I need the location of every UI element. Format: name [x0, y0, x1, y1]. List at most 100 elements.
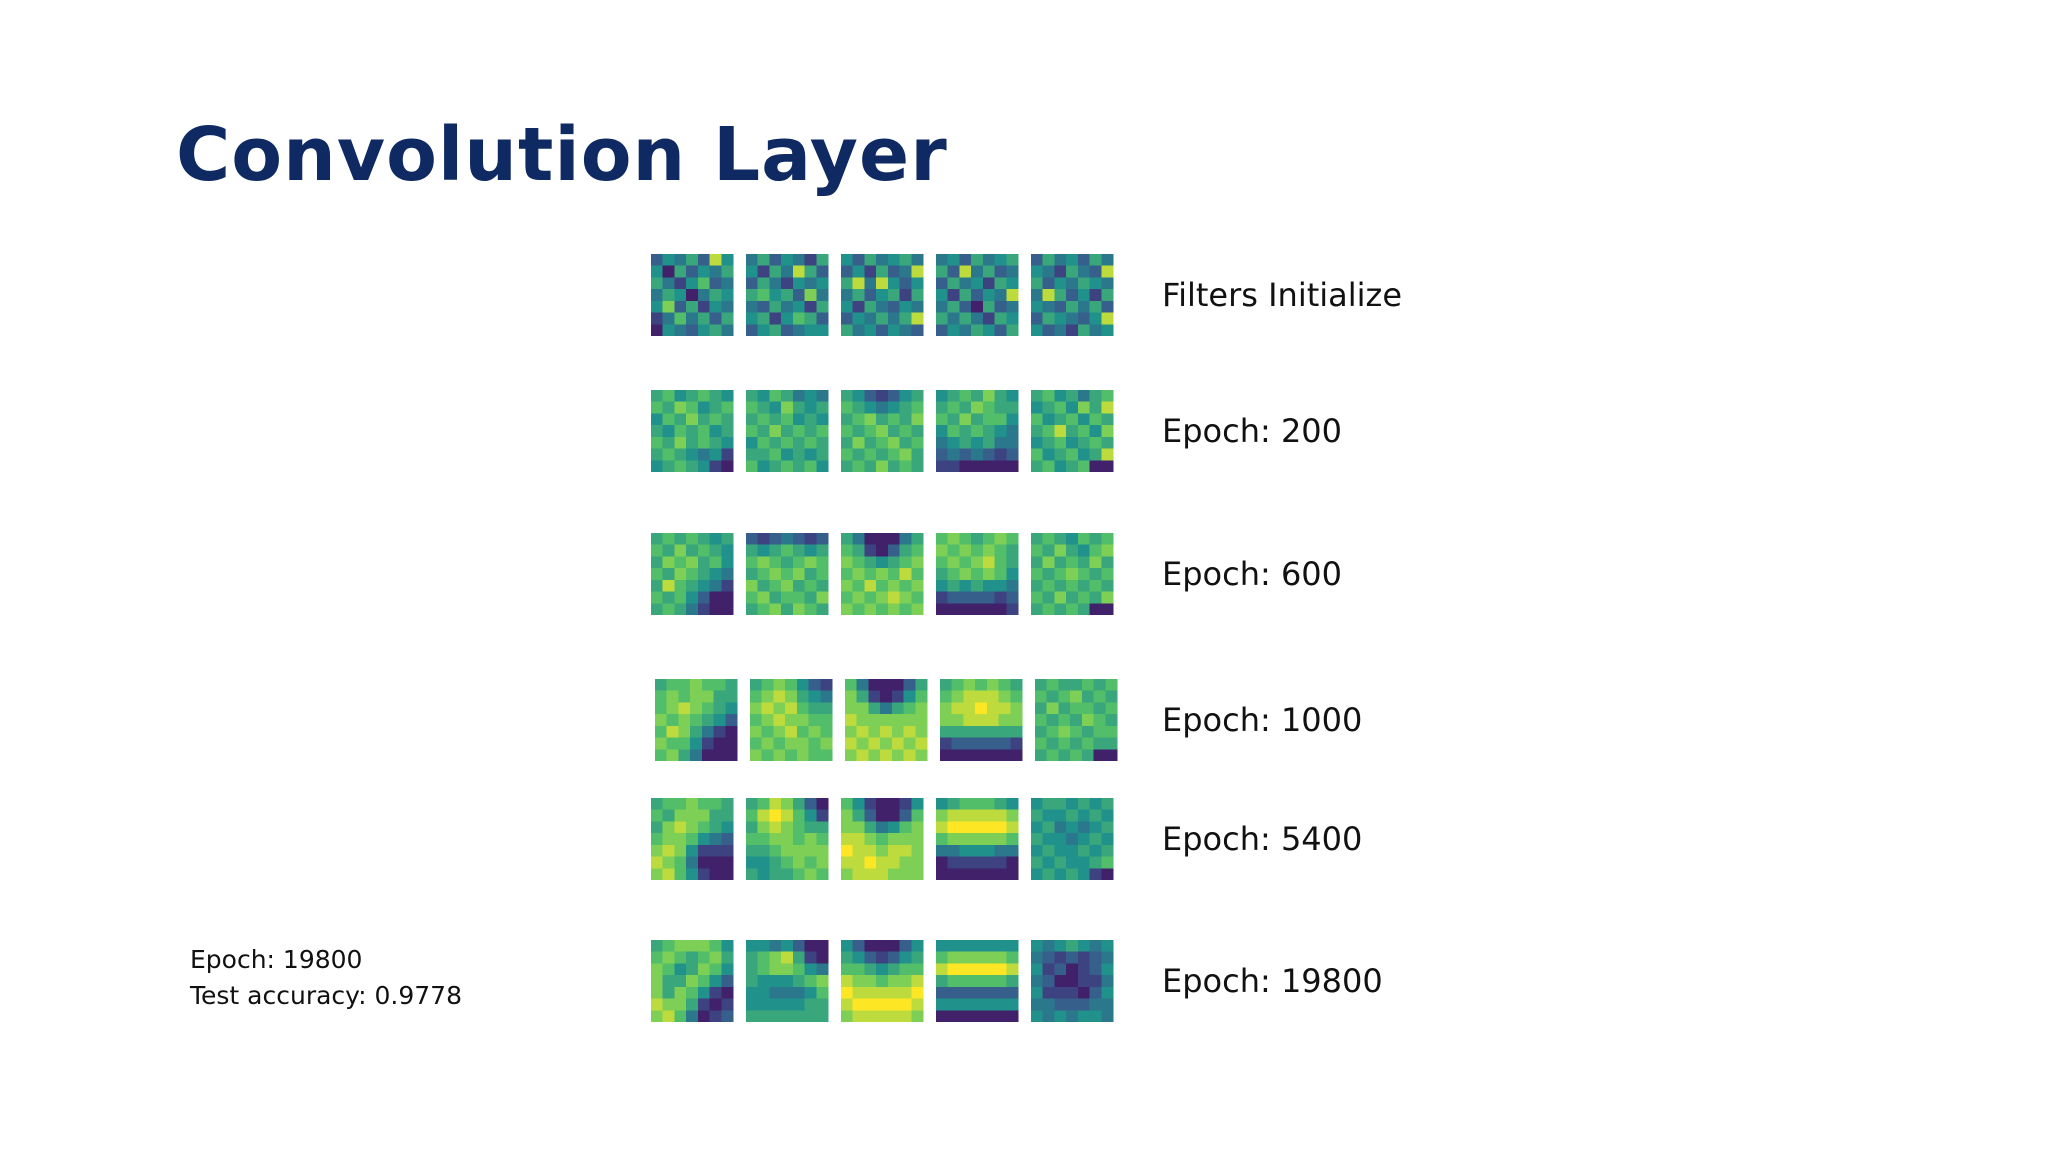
filter-cell — [982, 951, 995, 964]
filter-cell — [1054, 603, 1067, 615]
filter-cell — [1006, 821, 1019, 834]
filter-cell — [887, 579, 900, 592]
filter-cell — [903, 749, 916, 761]
filter-cell — [936, 460, 949, 472]
filter-cell — [769, 579, 782, 592]
filter-cell — [697, 940, 710, 953]
filter-cell — [1010, 679, 1023, 692]
filter-cell — [1031, 312, 1044, 325]
filter-cell — [841, 544, 854, 557]
filter-cell — [864, 868, 877, 880]
filter-cell — [769, 425, 782, 438]
filter-cell — [876, 963, 889, 976]
filter-cell — [701, 702, 714, 715]
filter-cell — [852, 533, 865, 546]
filter-cell — [1042, 556, 1055, 569]
filter-cell — [845, 725, 858, 738]
filter-cell — [887, 844, 900, 857]
filter-cell — [864, 277, 877, 290]
filter-cell — [1010, 725, 1023, 738]
filter-cell — [674, 425, 687, 438]
filter-cell — [746, 798, 759, 811]
filter-cell — [959, 289, 972, 302]
filter-1-2 — [746, 254, 829, 336]
filter-cell — [959, 844, 972, 857]
filter-cell — [769, 312, 782, 325]
filter-cell — [1081, 749, 1094, 761]
filter-cell — [1031, 425, 1044, 438]
filter-cell — [1006, 951, 1019, 964]
filter-cell — [971, 998, 984, 1011]
filter-cell — [1031, 798, 1044, 811]
filter-cell — [982, 833, 995, 846]
filter-cell — [721, 986, 734, 999]
filter-cell — [1058, 714, 1071, 727]
filter-cell — [709, 798, 722, 811]
filter-cell — [1054, 998, 1067, 1011]
filter-cell — [686, 568, 699, 581]
filter-cell — [876, 798, 889, 811]
filter-cell — [903, 679, 916, 692]
filter-cell — [947, 833, 960, 846]
filter-cell — [899, 1010, 912, 1022]
filter-cell — [792, 579, 805, 592]
filter-cell — [674, 1010, 687, 1022]
filter-cell — [864, 833, 877, 846]
filter-cell — [971, 277, 984, 290]
filter-cell — [816, 390, 829, 403]
filter-cell — [1066, 821, 1079, 834]
filter-cell — [709, 324, 722, 336]
filter-cell — [721, 390, 734, 403]
filter-cell — [1070, 737, 1083, 750]
filter-cell — [1054, 951, 1067, 964]
filter-cell — [1089, 833, 1102, 846]
filter-cell — [1070, 679, 1083, 692]
filter-cell — [1042, 436, 1055, 449]
filter-cell — [915, 679, 928, 692]
filter-cell — [820, 679, 833, 692]
filter-cell — [852, 856, 865, 869]
filter-cell — [725, 690, 738, 703]
filter-cell — [975, 749, 988, 761]
filter-cell — [936, 413, 949, 426]
filter-cell — [899, 568, 912, 581]
filter-cell — [804, 579, 817, 592]
filter-cell — [1031, 533, 1044, 546]
filter-cell — [662, 436, 675, 449]
filter-cell — [651, 289, 664, 302]
filter-cell — [686, 556, 699, 569]
filter-cell — [1066, 401, 1079, 414]
filter-cell — [852, 324, 865, 336]
filter-cell — [1042, 998, 1055, 1011]
filter-cell — [864, 940, 877, 953]
filter-cell — [662, 951, 675, 964]
filter-cell — [662, 460, 675, 472]
filter-cell — [852, 868, 865, 880]
filter-cell — [713, 737, 726, 750]
filter-cell — [899, 821, 912, 834]
filter-cell — [971, 844, 984, 857]
filter-cell — [971, 556, 984, 569]
filter-cell — [876, 856, 889, 869]
filter-cell — [911, 579, 924, 592]
filter-cell — [686, 254, 699, 267]
filter-cell — [701, 714, 714, 727]
filter-cell — [864, 844, 877, 857]
filter-cell — [816, 809, 829, 822]
filter-cell — [936, 868, 949, 880]
filter-cell — [816, 975, 829, 988]
filter-cell — [785, 737, 798, 750]
filter-cell — [947, 390, 960, 403]
filter-cell — [1089, 533, 1102, 546]
filter-cell — [911, 798, 924, 811]
filter-cell — [1066, 798, 1079, 811]
filter-cell — [899, 533, 912, 546]
filter-cell — [674, 300, 687, 313]
filter-cell — [959, 312, 972, 325]
filter-cell — [781, 844, 794, 857]
test-accuracy-text: Test accuracy: 0.9778 — [190, 981, 462, 1010]
filter-cell — [1101, 998, 1114, 1011]
filter-2-2 — [746, 390, 829, 472]
filter-cell — [1077, 986, 1090, 999]
filter-cell — [761, 725, 774, 738]
